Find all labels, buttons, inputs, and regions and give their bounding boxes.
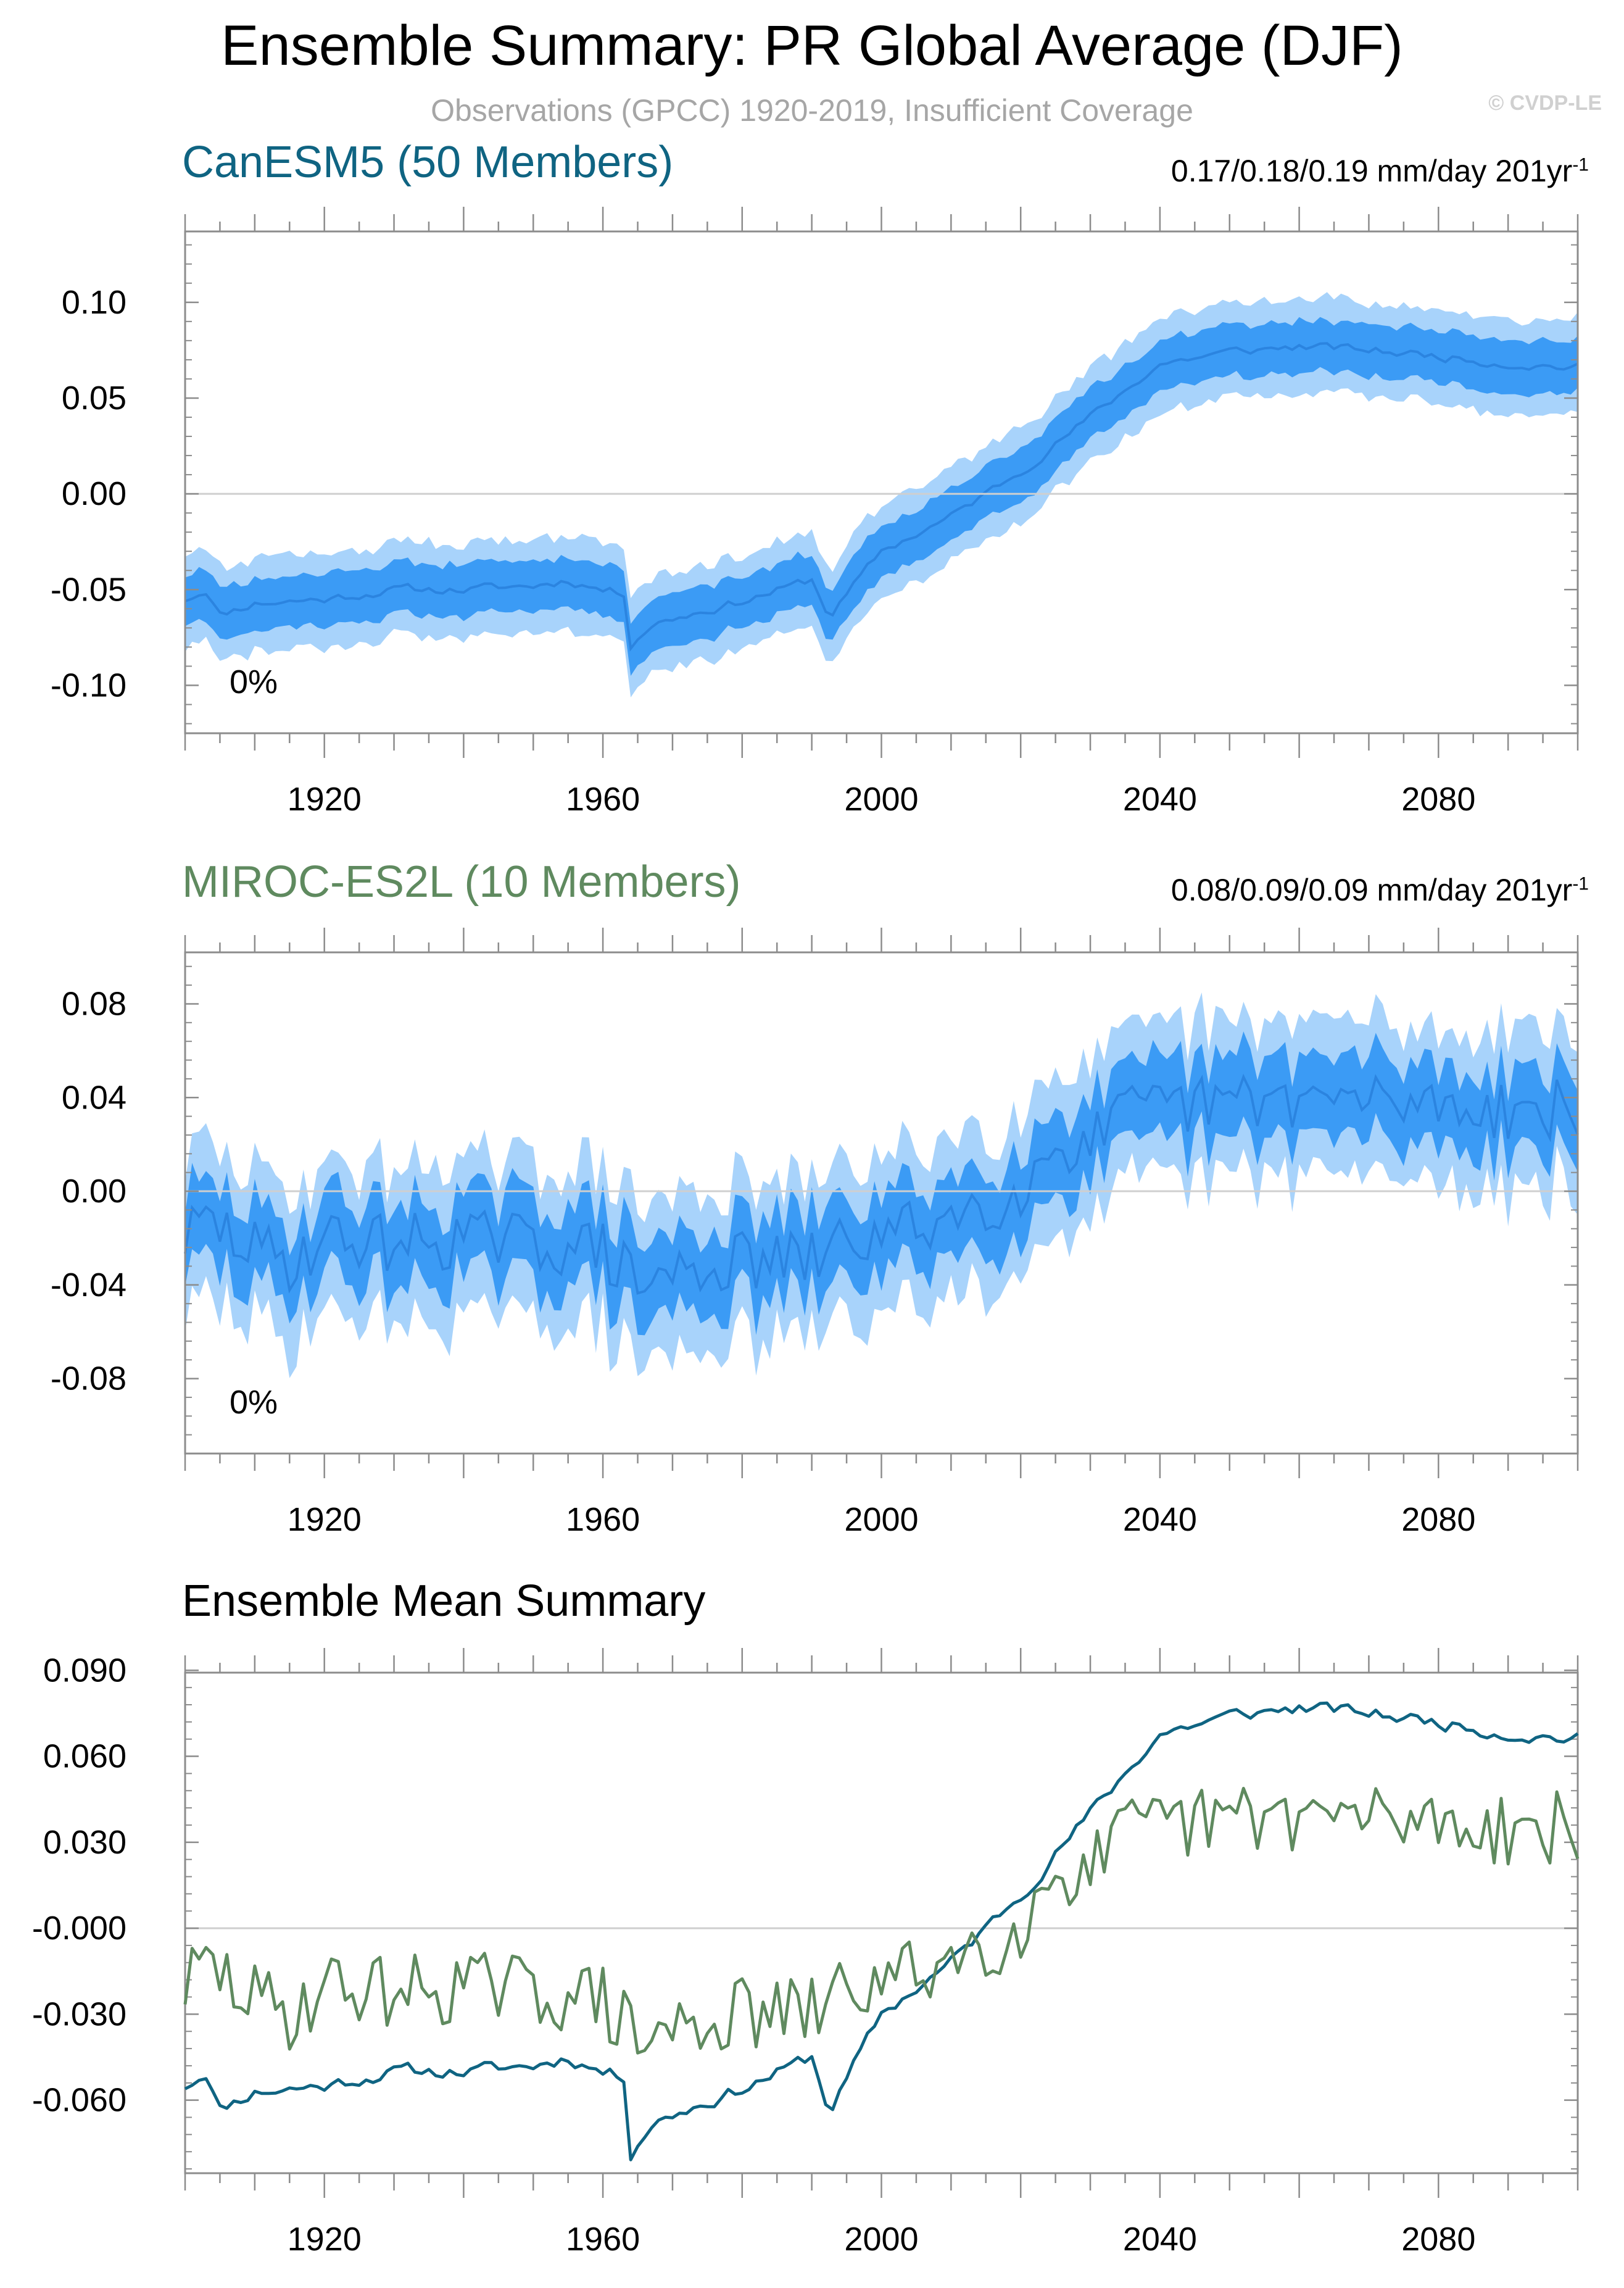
miroc-trend-label: 0.08/0.09/0.09 mm/day 201yr-1 [1171, 872, 1589, 908]
page-title: Ensemble Summary: PR Global Average (DJF… [221, 14, 1403, 77]
x-tick-label: 1960 [566, 2221, 640, 2258]
plot-frame [184, 1671, 1579, 2174]
x-tick-label: 2040 [1123, 1501, 1197, 1538]
canesm5-trend-text: 0.17/0.18/0.19 mm/day 201yr [1170, 154, 1573, 188]
miroc-outer-band [185, 992, 1578, 1378]
summary-panel-title: Ensemble Mean Summary [182, 1576, 706, 1626]
miroc-band-group [184, 992, 1579, 1378]
y-tick-label: 0.04 [62, 1079, 126, 1116]
y-tick-label: 0.10 [62, 284, 126, 321]
x-tick-label: 2080 [1401, 2221, 1475, 2258]
y-tick-label: 0.030 [43, 1824, 126, 1861]
plot-frame [184, 230, 1579, 734]
canesm5-mean-line [184, 342, 1578, 652]
x-tick-label: 2000 [844, 1501, 918, 1538]
ensemble-mean-chart: 0.090 0.060 0.030 -0.000 -0.030 -0.060 1920 196… [32, 1648, 1580, 2258]
y-tick-label: -0.060 [32, 2082, 126, 2119]
page-subtitle: Observations (GPCC) 1920-2019, Insuffici… [431, 93, 1193, 128]
y-tick-label: -0.08 [51, 1360, 126, 1397]
canesm5-summary-line [184, 1701, 1579, 2161]
canesm5-band-group [184, 292, 1578, 697]
miroc-trend-text: 0.08/0.09/0.09 mm/day 201yr [1170, 873, 1573, 907]
canesm5-chart: 0.10 0.05 0.00 -0.05 -0.10 1920 1960 2000 2040 20… [51, 207, 1579, 818]
y-tick-label: 0.060 [43, 1738, 126, 1775]
miroc-summary-line [183, 1787, 1580, 2055]
y-tick-label: 0.00 [62, 475, 126, 512]
plot-frame [184, 951, 1579, 1455]
miroc-trend-exponent: -1 [1572, 873, 1589, 894]
x-tick-label: 1960 [566, 1501, 640, 1538]
miroc-chart: 0.08 0.04 0.00 -0.04 -0.08 1920 1960 2000 2040 20… [51, 928, 1579, 1538]
y-tick-label: -0.030 [32, 1995, 126, 2032]
x-tick-label: 2080 [1401, 1501, 1475, 1538]
canesm5-percent-label: 0% [230, 664, 278, 701]
miroc-inner-band [185, 1031, 1578, 1336]
x-tick-label: 2040 [1123, 781, 1197, 818]
x-tick-label: 2040 [1123, 2221, 1197, 2258]
y-tick-label: 0.05 [62, 380, 126, 417]
x-tick-label: 1920 [288, 2221, 362, 2258]
canesm5-inner-band [185, 317, 1578, 676]
canesm5-panel-title: CanESM5 (50 Members) [182, 138, 674, 187]
miroc-percent-label: 0% [230, 1384, 278, 1421]
x-tick-label: 2080 [1401, 781, 1475, 818]
x-tick-label: 2000 [844, 2221, 918, 2258]
canesm5-trend-exponent: -1 [1572, 154, 1589, 175]
canesm5-trend-label: 0.17/0.18/0.19 mm/day 201yr-1 [1171, 153, 1589, 189]
y-tick-label: -0.10 [51, 667, 126, 704]
miroc-mean-line [184, 1073, 1579, 1295]
y-tick-label: -0.000 [32, 1910, 126, 1947]
x-tick-label: 1960 [566, 781, 640, 818]
miroc-panel-title: MIROC-ES2L (10 Members) [182, 857, 741, 907]
x-tick-label: 1920 [288, 781, 362, 818]
y-tick-label: 0.090 [43, 1652, 126, 1689]
y-tick-label: 0.08 [62, 985, 126, 1022]
y-tick-label: -0.05 [51, 571, 126, 608]
x-tick-label: 2000 [844, 781, 918, 818]
x-tick-label: 1920 [288, 1501, 362, 1538]
y-tick-label: -0.04 [51, 1267, 126, 1304]
copyright-watermark: © CVDP-LE [1488, 91, 1602, 115]
y-tick-label: 0.00 [62, 1173, 126, 1210]
